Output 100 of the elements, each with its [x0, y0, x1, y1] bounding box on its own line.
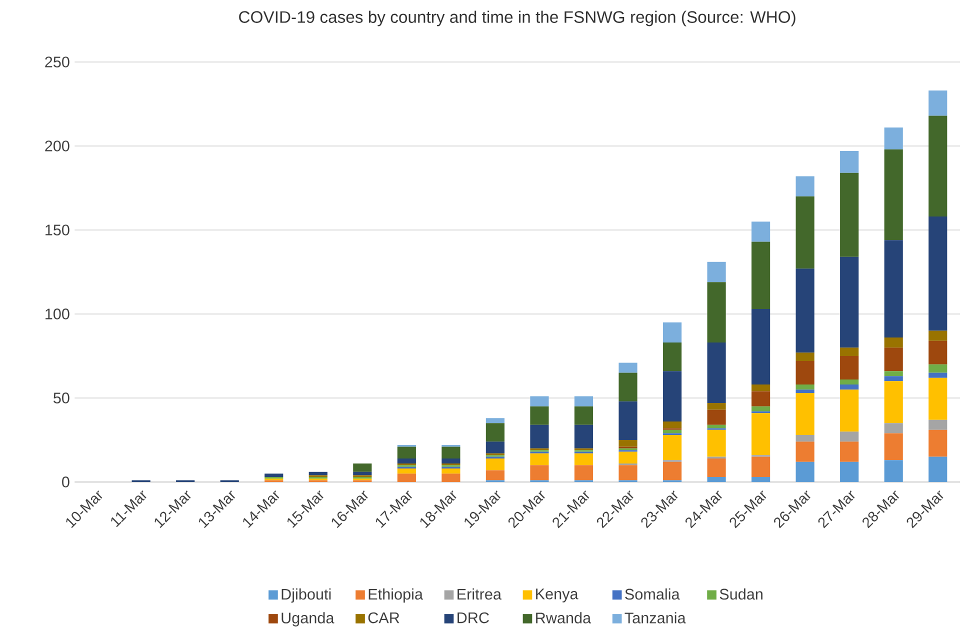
bar [752, 384, 770, 392]
bar [574, 424, 594, 448]
bar [707, 476, 726, 482]
bar [397, 458, 416, 464]
y-tick-label: 150 [46, 224, 70, 236]
legend-label: Djibouti [282, 588, 331, 603]
bar [442, 474, 460, 482]
bar [662, 434, 682, 460]
bar [486, 470, 504, 480]
bar [840, 256, 859, 348]
bar [530, 453, 549, 466]
legend-label: Somalia [625, 588, 680, 600]
bar [796, 462, 814, 482]
bar [618, 465, 638, 480]
legend-label: Tanzania [624, 612, 686, 624]
bar [840, 356, 859, 380]
bar [928, 330, 948, 341]
bar [928, 456, 948, 482]
bar [530, 406, 549, 425]
bar [707, 458, 726, 477]
bar [884, 338, 903, 348]
bar [397, 468, 416, 474]
bar [796, 268, 814, 353]
bar [840, 384, 859, 390]
bar [840, 432, 859, 442]
bar [884, 128, 903, 150]
legend-label: Rwanda [536, 612, 592, 624]
y-tick-label: 100 [46, 308, 70, 320]
y-tick-label: 0 [62, 476, 70, 488]
bar [353, 464, 372, 472]
bar [884, 240, 903, 338]
bar [928, 90, 948, 116]
bar [884, 381, 903, 424]
bar [486, 418, 504, 424]
bar [796, 352, 814, 362]
bar [442, 446, 460, 458]
bar [574, 453, 594, 466]
bar [397, 474, 416, 482]
bar [796, 176, 814, 196]
bar [574, 396, 594, 406]
y-tick-label: 200 [45, 140, 70, 152]
bar [928, 430, 948, 457]
bar [752, 222, 770, 242]
bar [530, 424, 549, 448]
bar [442, 468, 460, 474]
bar [884, 376, 903, 382]
bar [397, 446, 416, 458]
y-tick-label: 50 [54, 392, 70, 404]
bar [707, 262, 726, 282]
bar [752, 476, 770, 482]
bar [796, 442, 814, 462]
bar [662, 462, 682, 480]
bar [752, 391, 770, 406]
bar [840, 442, 859, 462]
bar [618, 401, 638, 440]
bar [530, 396, 549, 406]
bar [796, 361, 814, 385]
bar [662, 371, 682, 422]
bar [796, 196, 814, 269]
bar [442, 458, 460, 464]
bar [752, 456, 770, 477]
bar [928, 116, 948, 217]
bar [752, 242, 770, 309]
bar [707, 410, 726, 425]
bar [707, 342, 726, 404]
bar [796, 390, 814, 393]
bar [308, 472, 328, 476]
bar [928, 364, 948, 373]
bar [486, 458, 504, 470]
bar [884, 149, 903, 240]
y-tick-label: 250 [45, 56, 70, 68]
bar [618, 452, 638, 464]
bar [530, 465, 549, 480]
bar [928, 340, 948, 364]
bar [840, 380, 859, 385]
legend-label: Uganda [282, 612, 334, 626]
bar [796, 384, 814, 390]
bar [840, 390, 859, 432]
bar [707, 430, 726, 457]
bar [840, 172, 859, 257]
bar [840, 462, 859, 482]
bar [840, 348, 859, 356]
bar [353, 472, 372, 476]
legend-label: CAR [368, 612, 400, 624]
legend-label: Kenya [536, 588, 578, 602]
bar [884, 348, 903, 372]
legend-label: Eritrea [458, 588, 502, 600]
bar [928, 420, 948, 430]
bar [884, 460, 903, 482]
bar [752, 308, 770, 385]
bar [707, 282, 726, 343]
bar [752, 413, 770, 456]
bar [840, 151, 859, 173]
bar [486, 442, 504, 454]
bar [928, 378, 948, 420]
bar [707, 424, 726, 428]
bar [662, 342, 682, 372]
chart-title: COVID-19 cases by country and time in the FSNWG region (Source: WHO) [239, 10, 796, 26]
bar [264, 474, 284, 477]
bar [884, 371, 903, 376]
